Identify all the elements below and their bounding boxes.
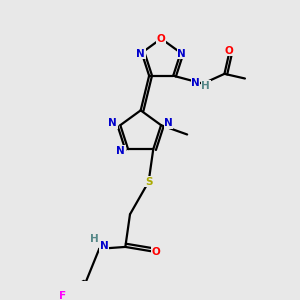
Text: O: O (225, 46, 233, 56)
Text: N: N (164, 118, 173, 128)
Text: N: N (116, 146, 125, 156)
Text: N: N (109, 118, 117, 128)
Text: S: S (145, 177, 152, 187)
Text: N: N (100, 241, 108, 251)
Text: H: H (90, 235, 99, 244)
Text: O: O (157, 34, 166, 44)
Text: O: O (152, 247, 161, 256)
Text: F: F (59, 291, 66, 300)
Text: N: N (191, 78, 200, 88)
Text: N: N (177, 49, 186, 59)
Text: N: N (136, 49, 145, 59)
Text: H: H (201, 81, 210, 91)
